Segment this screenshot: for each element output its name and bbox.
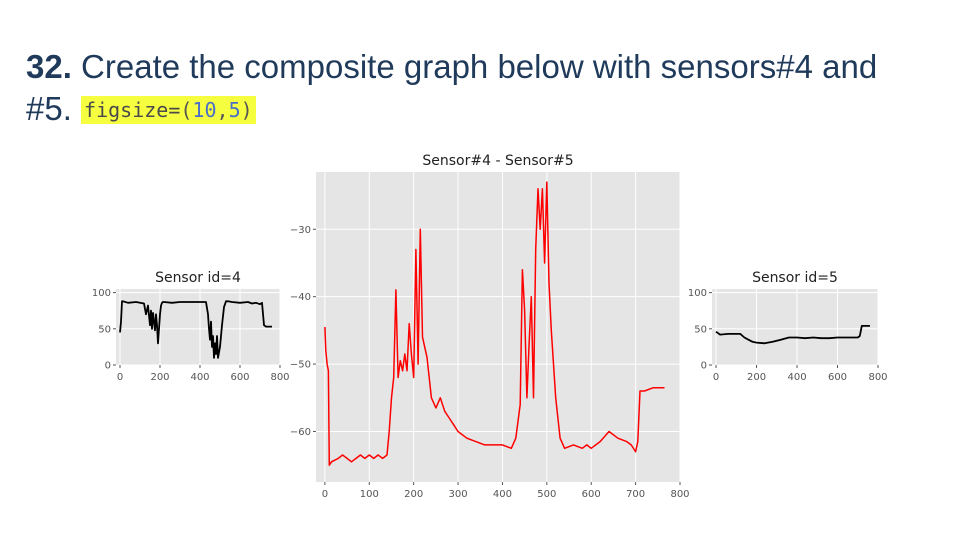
x-tick-label: 200 [404,489,423,500]
chart-title: Sensor id=4 [155,270,241,286]
code-close-paren: ) [240,98,253,122]
x-tick-label: 800 [868,372,887,383]
y-tick-label: −40 [290,292,311,303]
x-tick-label: 200 [747,372,766,383]
code-separator: , [216,98,229,122]
y-tick-label: 100 [688,288,707,299]
heading-text-line2: #5. [26,90,82,127]
x-tick-label: 700 [626,489,645,500]
x-tick-label: 100 [360,489,379,500]
x-tick-label: 300 [449,489,468,500]
x-tick-label: 500 [537,489,556,500]
y-tick-label: 0 [701,361,707,372]
series-line [715,324,870,345]
series-line [119,300,272,359]
y-tick-label: 100 [92,288,111,299]
x-tick-label: 200 [150,372,169,383]
x-tick-label: 600 [828,372,847,383]
x-tick-label: 0 [117,372,123,383]
chart-title: Sensor id=5 [752,270,838,286]
x-tick-label: 600 [230,372,249,383]
code-height-value: 5 [228,98,241,122]
chart-sensor4: 0 200 400 600 800 0 50 100 Sensor id=4 [92,270,290,383]
y-tick-label: 0 [105,361,111,372]
slide-number: 32. [26,48,72,85]
x-tick-label: 0 [713,372,719,383]
code-open-paren: ( [180,98,193,122]
chart-title: Sensor#4 - Sensor#5 [422,153,573,169]
plot-area [116,289,280,365]
x-tick-label: 0 [322,489,328,500]
y-tick-label: −30 [290,225,311,236]
x-tick-label: 800 [670,489,689,500]
figsize-code: figsize=(10,5) [81,96,256,124]
x-tick-label: 800 [270,372,289,383]
x-tick-label: 400 [787,372,806,383]
code-func: figsize= [84,98,181,122]
plot-area [316,172,680,482]
y-tick-label: −60 [290,427,311,438]
y-tick-label: −50 [290,360,311,371]
x-tick-label: 600 [582,489,601,500]
x-tick-label: 400 [493,489,512,500]
code-width-value: 10 [192,98,217,122]
chart-sensor5: 0 200 400 600 800 0 50 100 Sensor id=5 [688,270,888,383]
plot-area [712,289,878,365]
chart-diff: 0 100 200 300 400 500 600 700 800 −30 −40 −50 −60 Sen… [290,153,690,500]
x-tick-label: 400 [190,372,209,383]
slide-heading: 32. Create the composite graph below wit… [26,46,926,131]
series-line [324,181,665,466]
y-tick-label: 50 [694,324,707,335]
heading-text-line1: Create the composite graph below with se… [71,48,878,85]
y-tick-label: 50 [98,324,111,335]
